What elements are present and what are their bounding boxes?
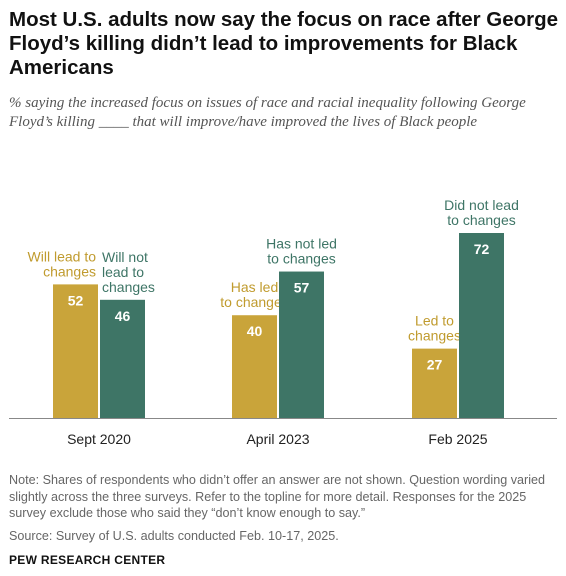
bar-value-label: 46 [115, 308, 131, 324]
bar-value-label: 57 [294, 280, 310, 296]
bar-annotation-label: Did not lead to changes [444, 197, 519, 228]
bar [232, 315, 277, 418]
x-axis-category-label: April 2023 [246, 431, 309, 447]
chart-subtitle: % saying the increased focus on issues o… [9, 95, 526, 130]
bar-annotation-label: Led to changes [408, 313, 461, 344]
x-axis-category-label: Sept 2020 [67, 431, 131, 447]
organization-logo-text: PEW RESEARCH CENTER [9, 553, 166, 567]
chart-title: Most U.S. adults now say the focus on ra… [9, 8, 559, 79]
bar-value-label: 52 [68, 292, 84, 308]
bar [279, 271, 324, 418]
bar [412, 348, 457, 418]
bar [100, 299, 145, 418]
bar-annotation-label: Has not led to changes [266, 236, 337, 267]
bar-value-label: 27 [427, 357, 443, 373]
footnote: Note: Shares of respondents who didn’t o… [9, 473, 546, 520]
x-axis-category-label: Feb 2025 [428, 431, 487, 447]
source-note: Source: Survey of U.S. adults conducted … [9, 529, 339, 543]
bar-value-label: 72 [474, 241, 490, 257]
bar-value-label: 40 [247, 323, 263, 339]
bar [459, 233, 504, 418]
bar-annotation-label: Has led to changes [220, 279, 289, 310]
bar-annotation-label: Will not lead to changes [102, 249, 155, 295]
bar-annotation-label: Will lead to changes [28, 248, 97, 279]
bar-chart: 52 Will lead to changes 46 Will not lead to ch… [9, 197, 557, 447]
bar [53, 284, 98, 418]
